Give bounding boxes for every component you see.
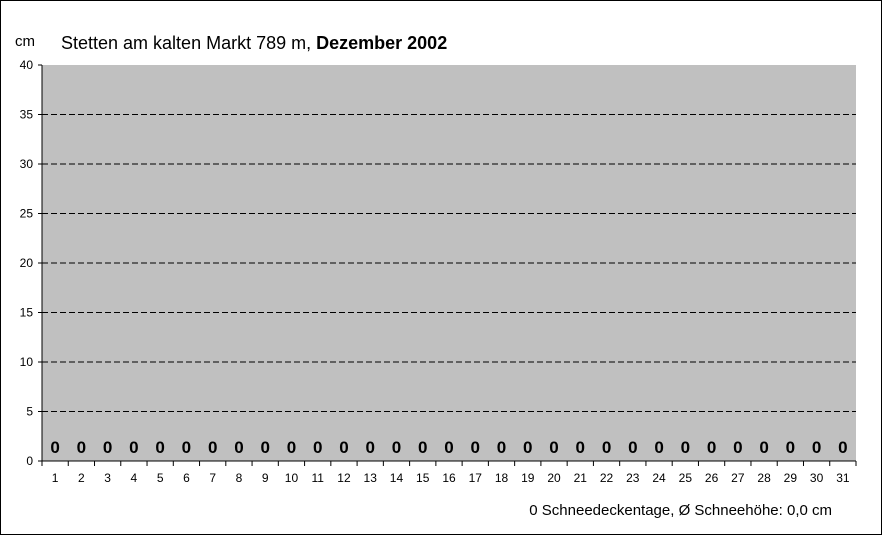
x-tick-label-27: 27 [731,471,745,485]
x-tick-label-5: 5 [157,471,164,485]
y-tick-labels: 0 5 10 15 20 25 30 35 40 [20,58,42,468]
data-label-day-18: 0 [497,438,506,457]
y-tick-label-15: 15 [20,306,34,320]
x-tick-label-30: 30 [810,471,824,485]
y-tick-label-25: 25 [20,207,34,221]
chart-title-period: Dezember 2002 [316,33,447,53]
data-label-day-1: 0 [50,438,59,457]
x-tick-label-24: 24 [652,471,666,485]
x-tick-label-13: 13 [364,471,378,485]
x-tick-label-21: 21 [574,471,588,485]
chart-title: Stetten am kalten Markt 789 m, Dezember … [61,33,447,53]
data-label-day-15: 0 [418,438,427,457]
chart-title-location: Stetten am kalten Markt 789 m, [61,33,316,53]
x-tick-label-4: 4 [131,471,138,485]
data-label-day-14: 0 [392,438,401,457]
x-tick-label-7: 7 [209,471,216,485]
x-tick-labels: 1 2 3 4 5 6 7 8 9 10 11 12 13 14 15 16 17 18 19 20 21 22 23 24 2… [41,461,857,485]
data-label-day-28: 0 [759,438,768,457]
data-label-day-4: 0 [129,438,138,457]
x-tick-label-17: 17 [469,471,483,485]
data-label-day-13: 0 [365,438,374,457]
data-label-day-7: 0 [208,438,217,457]
x-tick-label-25: 25 [679,471,693,485]
data-label-day-21: 0 [576,438,585,457]
y-tick-label-5: 5 [26,405,33,419]
data-label-day-31: 0 [838,438,847,457]
y-tick-label-20: 20 [20,256,34,270]
x-tick-label-14: 14 [390,471,404,485]
data-label-day-22: 0 [602,438,611,457]
x-tick-label-9: 9 [262,471,269,485]
data-label-day-5: 0 [155,438,164,457]
x-tick-label-26: 26 [705,471,719,485]
x-tick-label-22: 22 [600,471,614,485]
x-tick-label-12: 12 [337,471,351,485]
x-tick-label-2: 2 [78,471,85,485]
y-unit-label: cm [15,33,35,50]
data-label-day-25: 0 [681,438,690,457]
y-tick-label-10: 10 [20,355,34,369]
data-label-day-24: 0 [654,438,663,457]
x-tick-label-31: 31 [836,471,850,485]
x-tick-label-1: 1 [52,471,59,485]
data-label-day-17: 0 [471,438,480,457]
x-tick-label-15: 15 [416,471,430,485]
gridlines [42,114,856,412]
x-tick-label-3: 3 [104,471,111,485]
data-label-day-16: 0 [444,438,453,457]
data-label-day-20: 0 [549,438,558,457]
x-tick-label-19: 19 [521,471,535,485]
x-tick-label-16: 16 [442,471,456,485]
summary-footer: 0 Schneedeckentage, Ø Schneehöhe: 0,0 cm [529,502,832,519]
data-label-day-10: 0 [287,438,296,457]
y-tick-label-30: 30 [20,157,34,171]
data-label-day-2: 0 [77,438,86,457]
x-tick-label-6: 6 [183,471,190,485]
x-tick-label-20: 20 [547,471,561,485]
data-label-day-9: 0 [260,438,269,457]
data-label-day-26: 0 [707,438,716,457]
data-label-day-6: 0 [182,438,191,457]
x-tick-label-8: 8 [236,471,243,485]
data-label-day-8: 0 [234,438,243,457]
y-tick-label-35: 35 [20,108,34,122]
data-label-day-27: 0 [733,438,742,457]
data-label-day-29: 0 [786,438,795,457]
data-label-day-3: 0 [103,438,112,457]
y-tick-label-40: 40 [20,58,34,72]
x-tick-label-18: 18 [495,471,509,485]
x-tick-label-23: 23 [626,471,640,485]
data-label-day-11: 0 [313,438,322,457]
data-label-day-19: 0 [523,438,532,457]
x-tick-label-11: 11 [311,471,324,485]
data-label-day-12: 0 [339,438,348,457]
x-tick-label-28: 28 [757,471,771,485]
x-tick-label-10: 10 [285,471,299,485]
x-tick-label-29: 29 [784,471,798,485]
data-label-day-30: 0 [812,438,821,457]
data-label-day-23: 0 [628,438,637,457]
y-tick-label-0: 0 [26,454,33,468]
